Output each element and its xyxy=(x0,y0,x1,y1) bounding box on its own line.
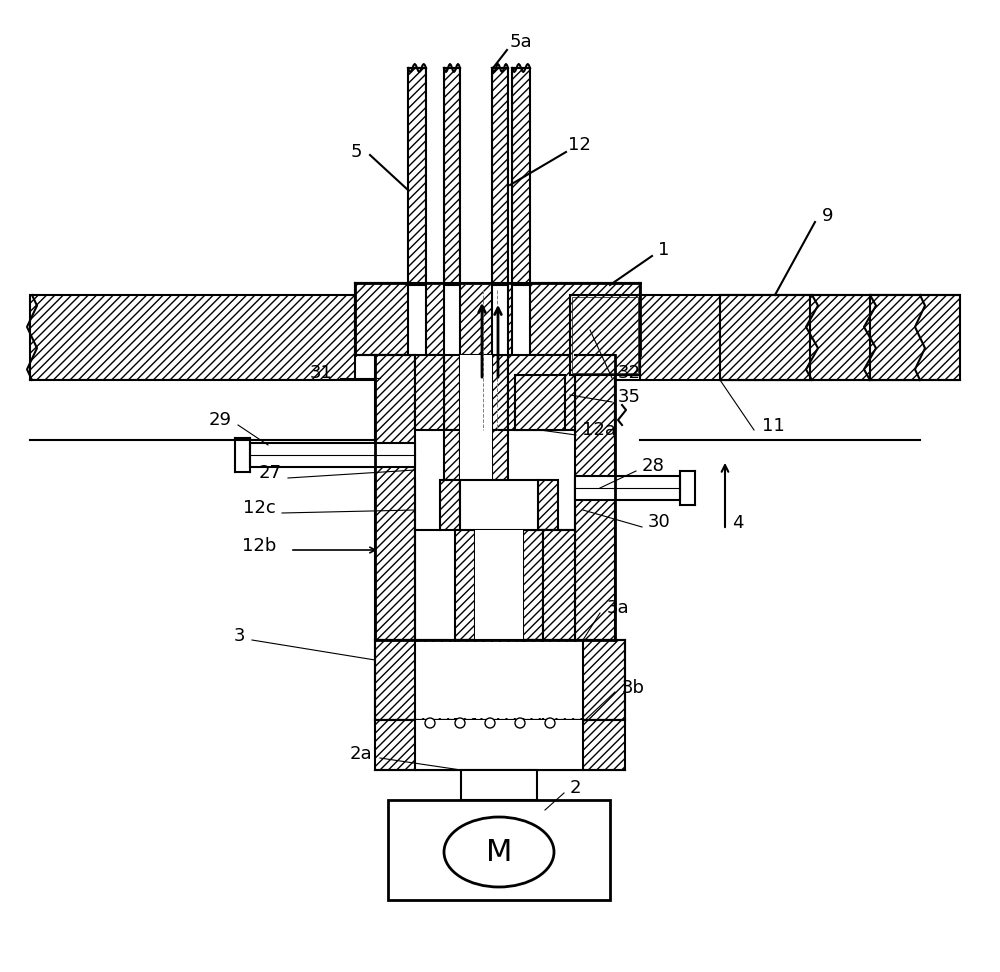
Circle shape xyxy=(425,718,435,728)
Text: 5a: 5a xyxy=(510,33,533,51)
Bar xyxy=(444,355,460,430)
Bar xyxy=(508,283,512,355)
Bar xyxy=(415,720,583,770)
Bar xyxy=(492,355,508,430)
Bar xyxy=(408,68,426,285)
Bar xyxy=(508,68,512,285)
Bar xyxy=(460,430,488,480)
Text: 35: 35 xyxy=(618,388,641,406)
Circle shape xyxy=(545,718,555,728)
Bar xyxy=(375,355,415,640)
Bar xyxy=(461,770,537,800)
Bar xyxy=(572,297,638,373)
Text: 12: 12 xyxy=(568,136,591,154)
Bar xyxy=(523,530,543,640)
Bar xyxy=(640,295,920,380)
Bar xyxy=(460,68,492,285)
Ellipse shape xyxy=(444,817,554,887)
Bar xyxy=(444,68,460,285)
Bar xyxy=(523,640,543,720)
Bar xyxy=(444,430,460,480)
Bar xyxy=(415,355,444,430)
Bar xyxy=(440,480,460,530)
Text: 11: 11 xyxy=(762,417,785,435)
Text: 28: 28 xyxy=(642,457,665,475)
Text: 3a: 3a xyxy=(607,599,630,617)
Bar xyxy=(523,720,625,770)
Bar xyxy=(475,530,523,640)
Bar xyxy=(30,295,355,380)
Text: 3b: 3b xyxy=(622,679,645,697)
Bar xyxy=(250,443,415,467)
Text: M: M xyxy=(486,838,512,866)
Bar xyxy=(720,295,810,380)
Bar xyxy=(492,68,508,285)
Bar xyxy=(426,283,444,355)
Bar xyxy=(870,295,960,380)
Bar xyxy=(575,355,615,640)
Bar xyxy=(426,68,444,285)
Bar xyxy=(455,530,475,640)
Bar xyxy=(508,355,575,430)
Bar xyxy=(543,530,575,640)
Bar xyxy=(460,355,492,430)
Text: 12b: 12b xyxy=(242,537,276,555)
Circle shape xyxy=(485,718,495,728)
Bar xyxy=(415,642,583,718)
Text: 27: 27 xyxy=(259,464,282,482)
Text: 32: 32 xyxy=(618,364,641,382)
Text: 12c: 12c xyxy=(243,499,276,517)
Bar xyxy=(375,720,475,770)
Bar xyxy=(570,295,640,375)
Bar xyxy=(375,640,625,720)
Text: 1: 1 xyxy=(658,241,669,259)
Bar xyxy=(515,375,565,430)
Circle shape xyxy=(455,718,465,728)
Text: 5: 5 xyxy=(351,143,362,161)
Bar xyxy=(615,380,640,440)
Text: 12a: 12a xyxy=(582,421,616,439)
Bar xyxy=(575,476,680,500)
Bar xyxy=(512,68,530,285)
Text: 9: 9 xyxy=(822,207,834,225)
Bar xyxy=(460,283,492,355)
Text: 2a: 2a xyxy=(349,745,372,763)
Bar xyxy=(388,800,610,900)
Text: 3: 3 xyxy=(234,627,245,645)
Text: 29: 29 xyxy=(209,411,232,429)
Bar xyxy=(460,430,492,480)
Bar xyxy=(530,283,640,355)
Bar xyxy=(460,480,538,530)
Text: 2: 2 xyxy=(570,779,582,797)
Text: 4: 4 xyxy=(732,514,744,532)
Bar xyxy=(355,283,408,355)
Text: 30: 30 xyxy=(648,513,671,531)
Bar xyxy=(455,640,475,720)
Text: 31: 31 xyxy=(310,364,333,382)
Bar xyxy=(538,480,558,530)
Circle shape xyxy=(515,718,525,728)
Bar xyxy=(30,380,375,440)
Bar xyxy=(492,430,508,480)
